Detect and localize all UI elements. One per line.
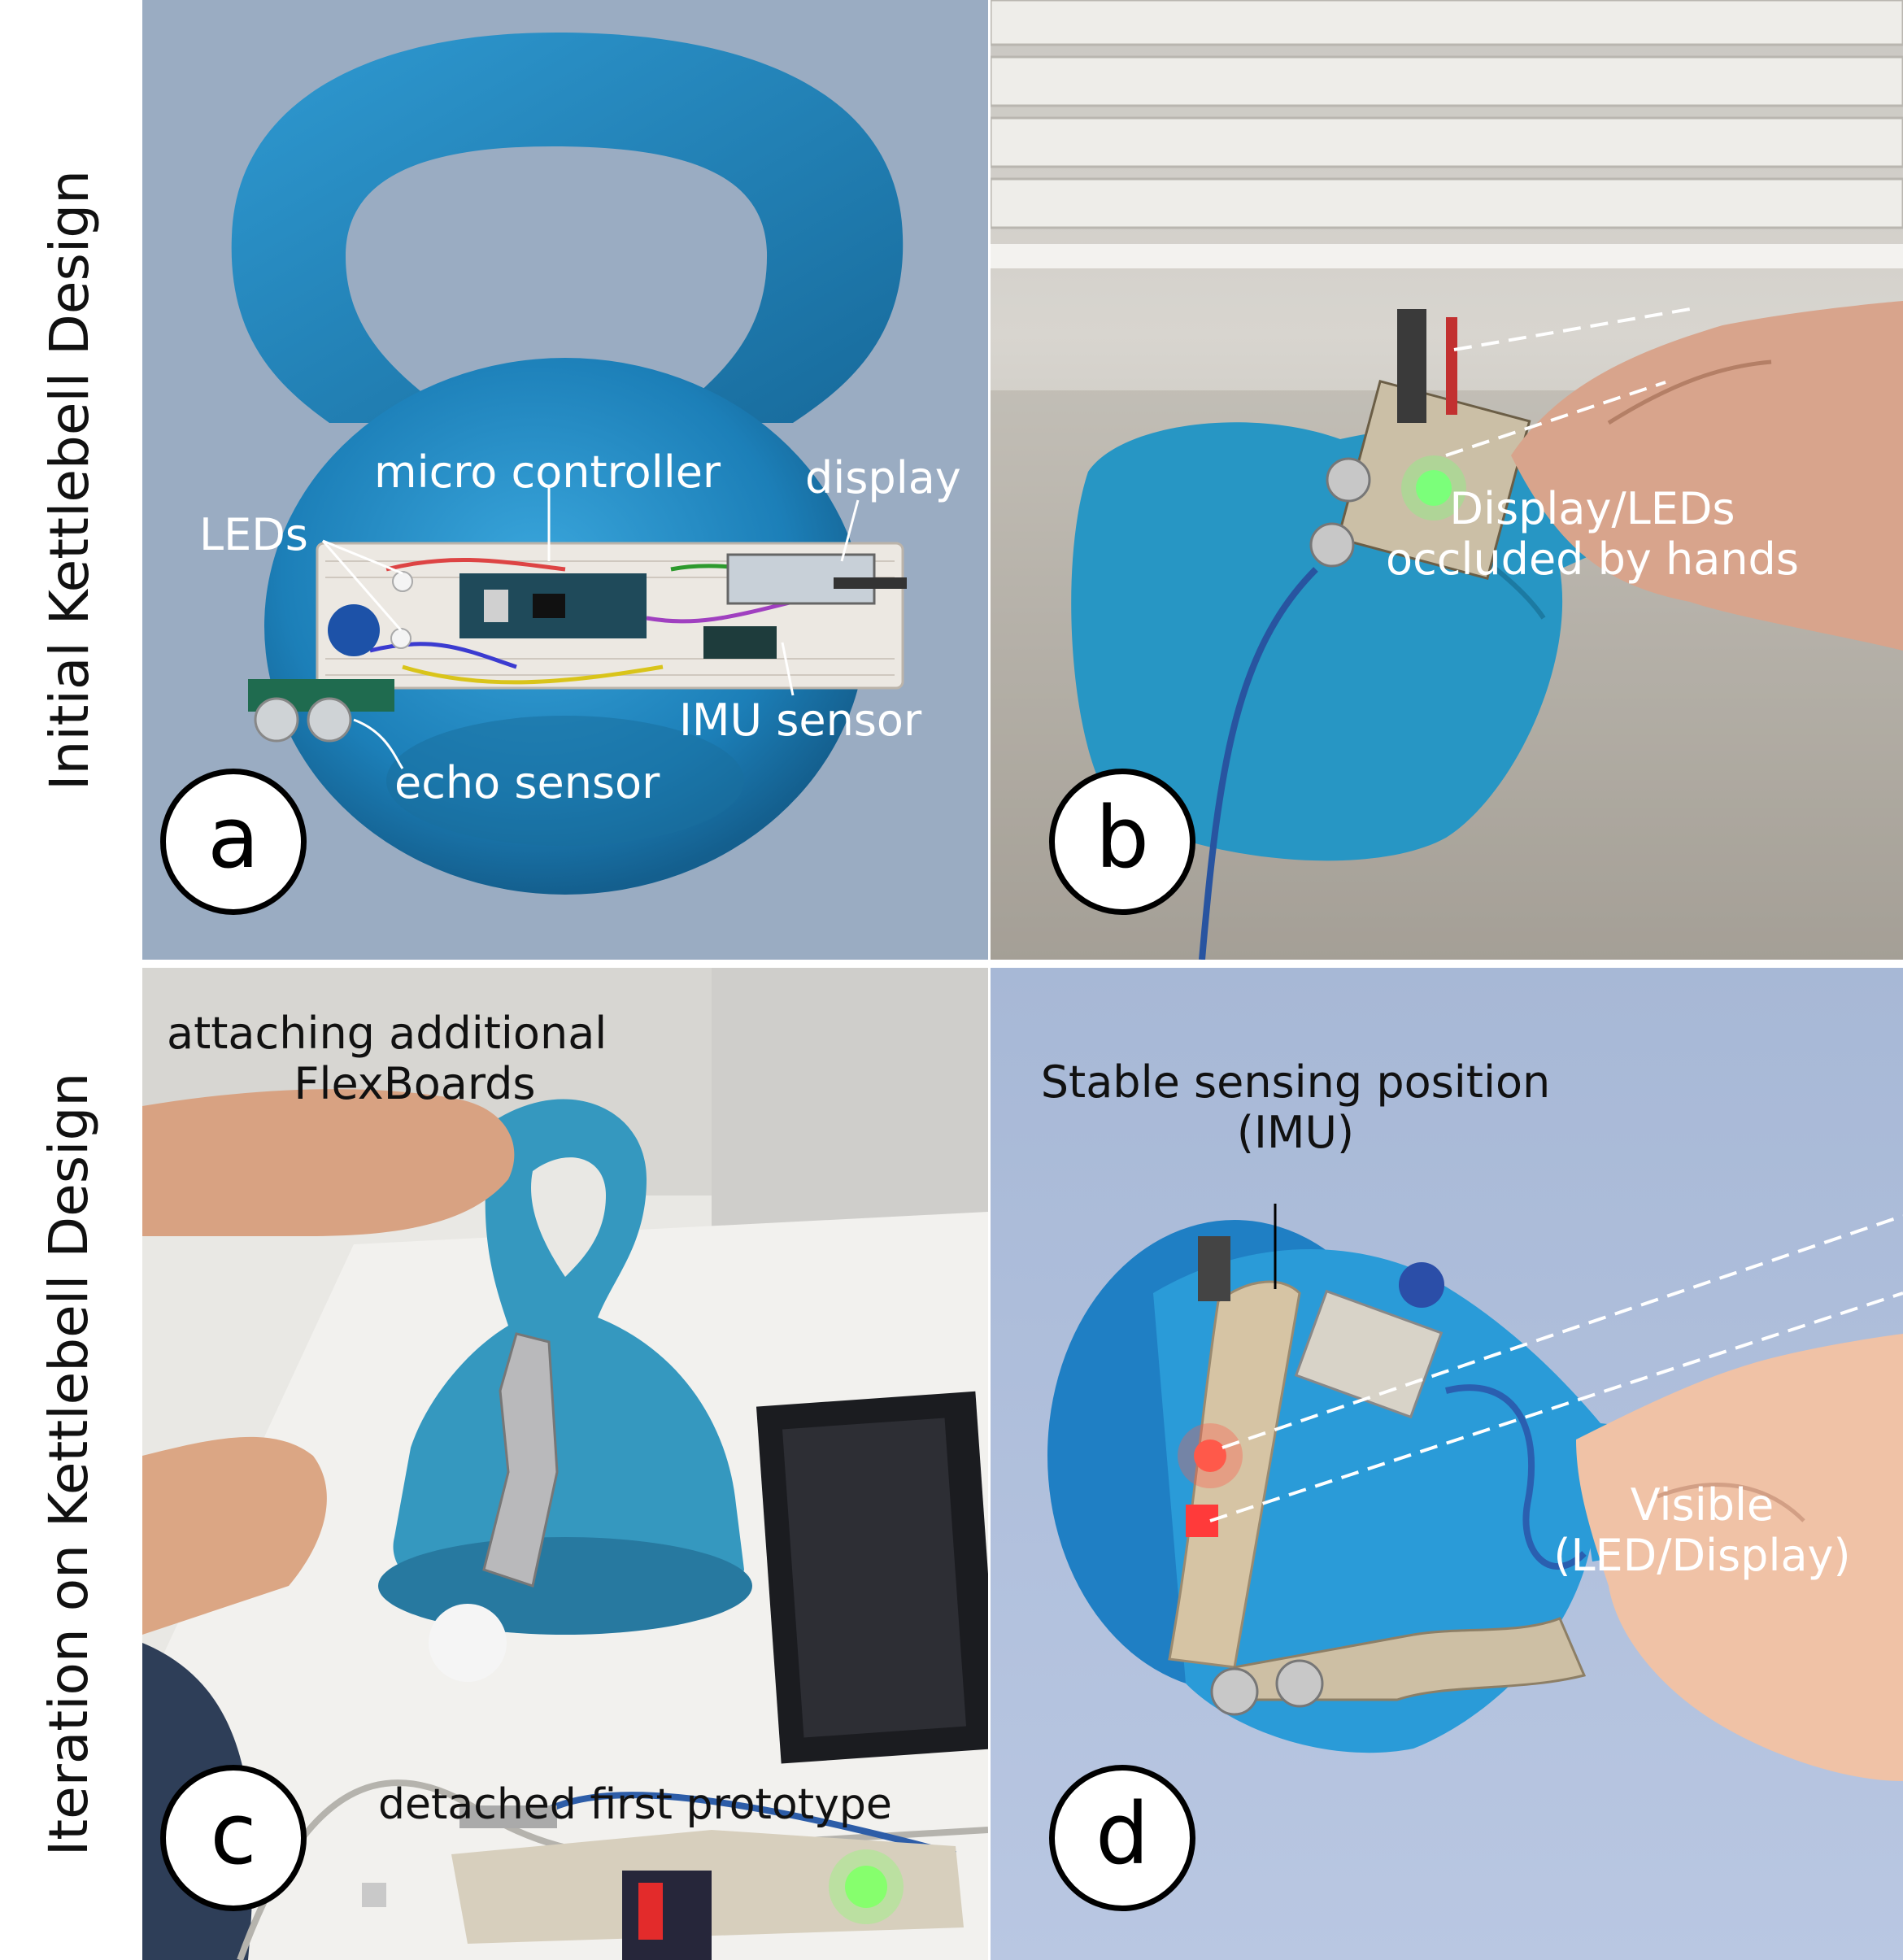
caption-detached: detached first prototype (378, 1780, 892, 1829)
caption-stable-line2: (IMU) (1236, 1107, 1355, 1159)
panel-badge-b: b (1049, 769, 1195, 915)
caption-visible-line1: Visible (1630, 1479, 1775, 1531)
panel-c-photo: attaching additional FlexBoards detached… (142, 968, 988, 1960)
caption-occluded-line2: occluded by hands (1386, 534, 1799, 586)
label-micro-controller: micro controller (374, 446, 721, 498)
panel-b-photo: Display/LEDs occluded by hands b (991, 0, 1903, 960)
caption-stable-line1: Stable sensing position (1040, 1056, 1551, 1108)
caption-occluded: Display/LEDs occluded by hands (1340, 483, 1844, 586)
panel-a-render: micro controller display LEDs IMU sensor… (142, 0, 988, 960)
panel-badge-c: c (160, 1765, 307, 1911)
label-display: display (805, 452, 961, 503)
caption-visible: Visible (LED/Display) (1523, 1479, 1881, 1582)
caption-stable-sensing: Stable sensing position (IMU) (991, 1056, 1600, 1159)
caption-occluded-line1: Display/LEDs (1449, 483, 1735, 534)
row-label-initial: Initial Kettlebell Design (37, 169, 101, 791)
panel-badge-d: d (1049, 1765, 1195, 1911)
label-imu-sensor: IMU sensor (679, 695, 922, 746)
label-echo-sensor: echo sensor (394, 757, 660, 808)
caption-visible-line2: (LED/Display) (1553, 1530, 1851, 1582)
caption-attaching-line1: attaching additional (167, 1008, 607, 1059)
caption-attaching: attaching additional FlexBoards (167, 1008, 607, 1110)
panel-badge-a: a (160, 769, 307, 915)
caption-attaching-line2: FlexBoards (294, 1058, 536, 1110)
panel-d-photo: Stable sensing position (IMU) Visible (L… (991, 968, 1903, 1960)
improved-kettlebell-photo (991, 968, 1903, 1960)
label-leds: LEDs (199, 509, 308, 560)
row-label-iteration: Iteration on Kettlebell Design (37, 1072, 101, 1856)
